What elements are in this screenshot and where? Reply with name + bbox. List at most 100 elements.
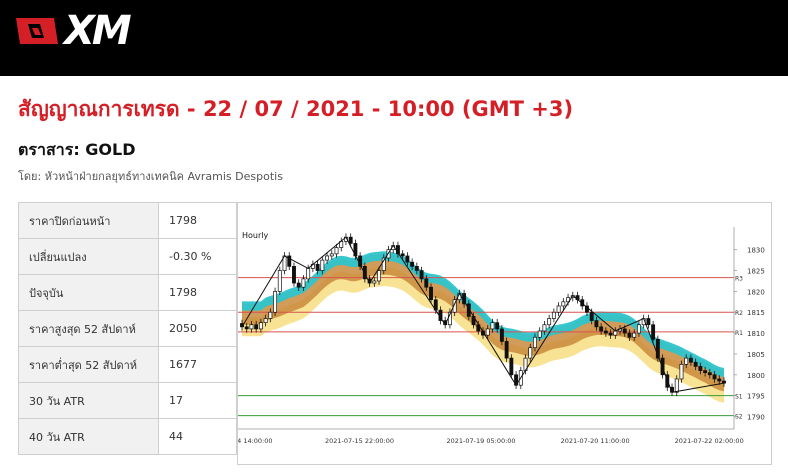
y-tick-label: 1815	[747, 309, 765, 317]
candle-body	[556, 305, 561, 313]
candle-body	[684, 357, 689, 365]
candle-body	[263, 318, 268, 324]
level-label-s1: S1	[735, 394, 743, 401]
candle-body	[594, 320, 599, 328]
stat-label: ราคาปิดก่อนหน้า	[18, 202, 159, 239]
stat-label: เปลี่ยนแปลง	[18, 238, 159, 275]
candle-body	[722, 380, 726, 384]
candle-body	[622, 328, 627, 334]
x-tick-label: 2021-07-14 14:00:00	[238, 437, 273, 445]
candle-body	[372, 280, 377, 284]
candle-body	[258, 322, 263, 330]
instrument-title: ตราสาร: GOLD	[18, 140, 136, 159]
candle-body	[405, 255, 410, 263]
table-row: ราคาต่ำสุด 52 สัปดาห์ 1677	[18, 346, 237, 383]
candle-body	[547, 318, 552, 326]
candle-body	[296, 282, 301, 288]
page-title: สัญญาณการเทรด - 22 / 07 / 2021 - 10:00 (…	[18, 97, 574, 121]
candle-body	[362, 266, 367, 280]
y-tick-label: 1830	[747, 247, 765, 255]
candle-body	[632, 332, 637, 338]
candle-body	[528, 347, 533, 359]
candle-body	[561, 301, 566, 307]
stat-value: 1798	[158, 274, 237, 311]
candle-body	[320, 259, 325, 271]
candle-body	[589, 311, 594, 321]
candle-body	[315, 263, 320, 271]
candle-body	[377, 270, 381, 282]
candle-body	[504, 341, 509, 359]
chart-title: Hourly	[242, 231, 268, 240]
stat-label: ราคาสูงสุด 52 สัปดาห์	[18, 310, 159, 347]
candle-body	[646, 318, 651, 326]
candle-body	[325, 255, 330, 261]
candle-body	[410, 261, 415, 267]
table-row: 40 วัน ATR 44	[18, 418, 237, 455]
x-tick-label: 2021-07-22 02:00:00	[675, 437, 744, 445]
level-label-s2: S2	[735, 414, 743, 421]
candle-body	[542, 324, 547, 332]
candle-body	[679, 364, 684, 380]
stat-label: ปัจจุบัน	[18, 274, 159, 311]
candle-body	[381, 257, 386, 271]
candle-body	[254, 324, 259, 330]
candle-body	[651, 324, 656, 340]
candle-body	[414, 266, 419, 271]
candle-body	[717, 378, 722, 382]
zigzag-line	[241, 236, 725, 393]
candle-body	[400, 253, 405, 257]
candle-body	[509, 357, 514, 376]
band-cyan	[242, 251, 724, 378]
x-tick-label: 2021-07-15 22:00:00	[325, 437, 394, 445]
candle-body	[495, 322, 500, 330]
stats-table: ราคาปิดก่อนหน้า 1798 เปลี่ยนแปลง -0.30 %…	[18, 202, 237, 455]
site-header: XM	[0, 0, 788, 76]
x-tick-label: 2021-07-20 11:00:00	[561, 437, 630, 445]
candle-body	[703, 370, 708, 374]
y-tick-label: 1790	[747, 413, 765, 421]
stat-label: 30 วัน ATR	[18, 382, 159, 419]
table-row: ปัจจุบัน 1798	[18, 274, 237, 311]
y-tick-label: 1800	[747, 372, 765, 380]
candle-body	[419, 270, 424, 280]
level-label-r3: R3	[735, 276, 743, 283]
author-byline: โดย: หัวหน้าฝ่ายกลยุทธ์ทางเทคนิค Avramis…	[18, 170, 283, 183]
stat-value: 1798	[158, 202, 237, 239]
candle-body	[277, 270, 282, 292]
candle-body	[249, 324, 254, 330]
stat-value: 17	[158, 382, 237, 419]
stat-value: 1677	[158, 346, 237, 383]
candle-body	[301, 278, 306, 288]
candle-body	[608, 332, 613, 336]
candle-body	[688, 357, 693, 363]
candle-body	[499, 328, 504, 342]
stat-value: 44	[158, 418, 237, 455]
y-tick-label: 1820	[747, 288, 765, 296]
candle-body	[273, 291, 278, 313]
candle-body	[287, 255, 292, 267]
candle-body	[485, 328, 490, 336]
candle-body	[693, 361, 698, 367]
price-chart: R3 R2 R1 S1 S2 1790 1795 1800 1805 1810 1815 1820 18…	[203, 202, 772, 465]
stat-value: -0.30 %	[158, 238, 237, 275]
candle-body	[655, 338, 660, 359]
candle-body	[636, 324, 641, 334]
candle-body	[537, 330, 542, 338]
candle-body	[613, 330, 618, 336]
candle-body	[466, 303, 471, 317]
stat-value: 2050	[158, 310, 237, 347]
stat-label: 40 วัน ATR	[18, 418, 159, 455]
candle-body	[329, 253, 334, 257]
candle-body	[603, 330, 608, 334]
candle-body	[533, 336, 537, 349]
candle-body	[627, 332, 632, 338]
level-label-r1: R1	[735, 330, 743, 337]
candle-body	[674, 378, 679, 393]
candle-body	[712, 374, 717, 380]
logo-mark-icon	[16, 18, 58, 44]
candle-body	[268, 311, 273, 319]
candle-body	[334, 247, 339, 255]
candle-body	[306, 268, 311, 280]
y-tick-label: 1795	[747, 393, 765, 401]
stat-label: ราคาต่ำสุด 52 สัปดาห์	[18, 346, 159, 383]
